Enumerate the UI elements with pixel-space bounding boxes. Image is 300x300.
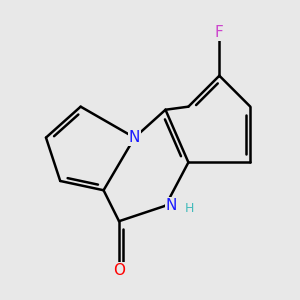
Text: O: O: [113, 263, 125, 278]
Text: N: N: [166, 198, 177, 213]
Text: F: F: [215, 25, 224, 40]
Text: N: N: [166, 198, 177, 213]
Text: H: H: [184, 202, 194, 215]
Text: N: N: [129, 130, 140, 145]
